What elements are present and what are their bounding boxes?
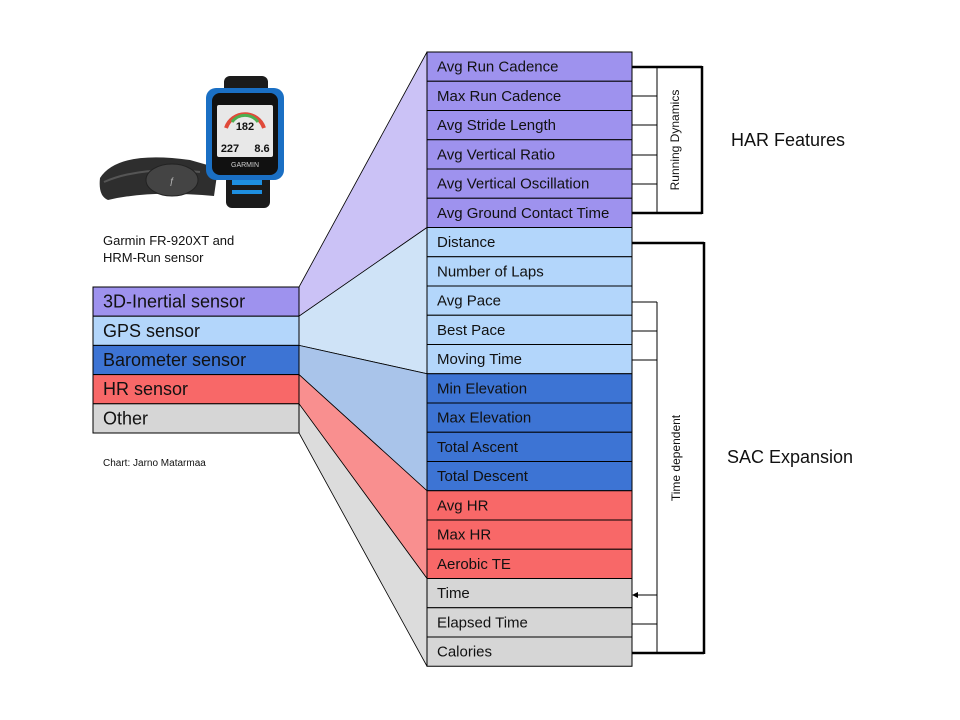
time-dependent-bracket: Time dependent <box>632 301 683 653</box>
feature-row: Calories <box>426 636 633 667</box>
feature-box-bg <box>426 168 633 199</box>
sensor-label: Barometer sensor <box>103 350 246 370</box>
watch-brand: GARMIN <box>231 162 259 169</box>
sensor-label: 3D-Inertial sensor <box>103 292 245 312</box>
feature-box-bg <box>426 402 633 433</box>
feature-row: Total Descent <box>426 461 633 492</box>
sensor-box-inertial: 3D-Inertial sensor <box>92 286 300 317</box>
sensor-box-gps: GPS sensor <box>92 315 300 346</box>
feature-label: Time <box>437 585 470 602</box>
feature-label: Min Elevation <box>437 380 527 397</box>
har-features-label: HAR Features <box>731 130 845 150</box>
feature-box-bg <box>426 314 633 345</box>
feature-label: Avg Vertical Oscillation <box>437 176 589 193</box>
feature-row: Avg HR <box>426 490 633 521</box>
feature-list: Avg Run Cadence Max Run Cadence Avg Stride… <box>426 51 633 667</box>
sensor-label: Other <box>103 408 148 428</box>
feature-label: Avg Run Cadence <box>437 59 558 76</box>
feature-label: Avg Pace <box>437 293 501 310</box>
feature-row: Best Pace <box>426 314 633 345</box>
feature-box-bg <box>426 256 633 287</box>
feature-label: Best Pace <box>437 322 505 339</box>
feature-box-bg <box>426 636 633 667</box>
feature-label: Avg HR <box>437 497 489 514</box>
feature-label: Calories <box>437 644 492 661</box>
device-caption-line-2: HRM-Run sensor <box>103 250 204 265</box>
watch-readout-top: 182 <box>236 121 254 133</box>
device-caption-line-1: Garmin FR-920XT and <box>103 233 234 248</box>
running-dynamics-label: Running Dynamics <box>668 90 682 191</box>
sac-expansion-label: SAC Expansion <box>727 447 853 467</box>
feature-box-bg <box>426 139 633 170</box>
sensor-label: GPS sensor <box>103 321 200 341</box>
feature-row: Number of Laps <box>426 256 633 287</box>
feature-row: Avg Vertical Oscillation <box>426 168 633 199</box>
feature-box-bg <box>426 344 633 375</box>
feature-row: Total Ascent <box>426 431 633 462</box>
feature-label: Avg Vertical Ratio <box>437 146 555 163</box>
sensor-box-bg <box>92 374 300 405</box>
sensor-label: HR sensor <box>103 379 188 399</box>
sac-expansion-bracket <box>632 241 706 655</box>
feature-row: Avg Pace <box>426 285 633 316</box>
feature-row: Avg Ground Contact Time <box>426 197 633 228</box>
feature-box-bg <box>426 110 633 141</box>
sensor-box-other: Other <box>92 403 300 434</box>
sensor-box-bg <box>92 403 300 434</box>
arrow-left-icon <box>632 592 638 598</box>
feature-label: Max Run Cadence <box>437 88 561 105</box>
watch-readout-left: 227 <box>221 143 239 155</box>
feature-row: Avg Run Cadence <box>426 51 633 82</box>
sensor-box-bg <box>92 344 300 376</box>
feature-label: Max HR <box>437 527 491 544</box>
feature-box-bg <box>426 607 633 638</box>
sensor-box-barometer: Barometer sensor <box>92 344 300 376</box>
feature-label: Aerobic TE <box>437 556 511 573</box>
running-dynamics-bracket: Running Dynamics <box>632 65 704 215</box>
sensor-box-hr: HR sensor <box>92 374 300 405</box>
feature-row: Aerobic TE <box>426 548 633 579</box>
feature-box-bg <box>426 548 633 579</box>
feature-label: Elapsed Time <box>437 614 528 631</box>
feature-box-bg <box>426 578 633 609</box>
feature-box-bg <box>426 490 633 521</box>
feature-row: Max HR <box>426 519 633 550</box>
feature-row: Avg Vertical Ratio <box>426 139 633 170</box>
feature-row: Max Run Cadence <box>426 80 633 111</box>
feature-label: Moving Time <box>437 351 522 368</box>
sensor-to-feature-connectors <box>298 51 428 667</box>
feature-row: Avg Stride Length <box>426 110 633 141</box>
chart-credit: Chart: Jarno Matarmaa <box>103 458 206 469</box>
feature-label: Total Ascent <box>437 439 519 456</box>
svg-text:ƒ: ƒ <box>169 176 174 186</box>
garmin-watch-and-hrm-strap-icon: ƒ 182 227 8.6 GARMIN <box>99 76 284 208</box>
feature-row: Elapsed Time <box>426 607 633 638</box>
feature-box-bg <box>426 285 633 316</box>
feature-label: Distance <box>437 234 495 251</box>
feature-label: Total Descent <box>437 468 529 485</box>
feature-row: Moving Time <box>426 344 633 375</box>
feature-label: Number of Laps <box>437 263 544 280</box>
time-dependent-label: Time dependent <box>669 414 683 501</box>
feature-box-bg <box>426 431 633 462</box>
feature-row: Distance <box>426 227 633 258</box>
feature-row: Min Elevation <box>426 373 633 404</box>
feature-label: Avg Stride Length <box>437 117 556 134</box>
feature-box-bg <box>426 373 633 404</box>
feature-row: Max Elevation <box>426 402 633 433</box>
feature-label: Avg Ground Contact Time <box>437 205 609 222</box>
feature-box-bg <box>426 227 633 258</box>
feature-row: Time <box>426 578 633 609</box>
feature-label: Max Elevation <box>437 410 531 427</box>
watch-readout-right: 8.6 <box>254 143 269 155</box>
feature-box-bg <box>426 519 633 550</box>
feature-box-bg <box>426 51 633 82</box>
sensor-list: 3D-Inertial sensor GPS sensor Barometer se… <box>92 286 300 434</box>
